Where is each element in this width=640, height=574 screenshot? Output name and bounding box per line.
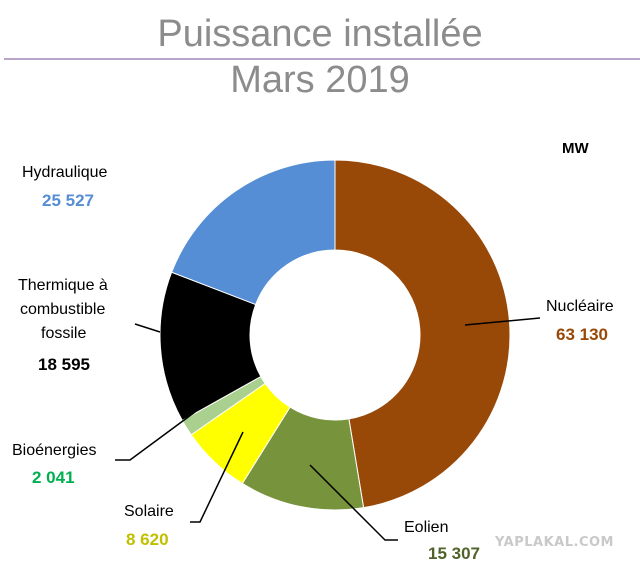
label-nucleaire: Nucléaire: [546, 298, 614, 315]
slice-hydraulique: [170, 159, 336, 306]
leader-nucleaire: [464, 317, 541, 326]
leader-thermique: [134, 323, 161, 333]
value-hydraulique: 25 527: [42, 191, 94, 210]
value-eolien: 15 307: [428, 544, 480, 563]
value-bioenergies: 2 041: [32, 468, 75, 487]
label-thermique-line2: combustible: [20, 301, 106, 318]
slice-nucleaire: [334, 159, 511, 509]
title-divider: [4, 58, 640, 60]
label-solaire: Solaire: [124, 503, 174, 520]
label-thermique-line1: Thermique à: [18, 277, 108, 294]
value-thermique: 18 595: [38, 355, 90, 374]
label-thermique-line3: fossile: [41, 325, 87, 342]
leader-solaire: [190, 431, 244, 523]
label-hydraulique: Hydraulique: [22, 164, 108, 181]
label-eolien: Eolien: [404, 519, 449, 536]
value-solaire: 8 620: [126, 530, 169, 549]
leader-bioenergies: [115, 411, 196, 461]
chart-subtitle: Mars 2019: [230, 59, 410, 101]
leader-eolien: [309, 464, 398, 541]
value-nucleaire: 63 130: [556, 325, 608, 344]
watermark-logo: YAPLAKAL.COM: [495, 535, 614, 550]
chart-title: Puissance installée: [157, 13, 483, 55]
label-bioenergies: Bioénergies: [12, 442, 97, 459]
unit-label: MW: [562, 140, 589, 157]
